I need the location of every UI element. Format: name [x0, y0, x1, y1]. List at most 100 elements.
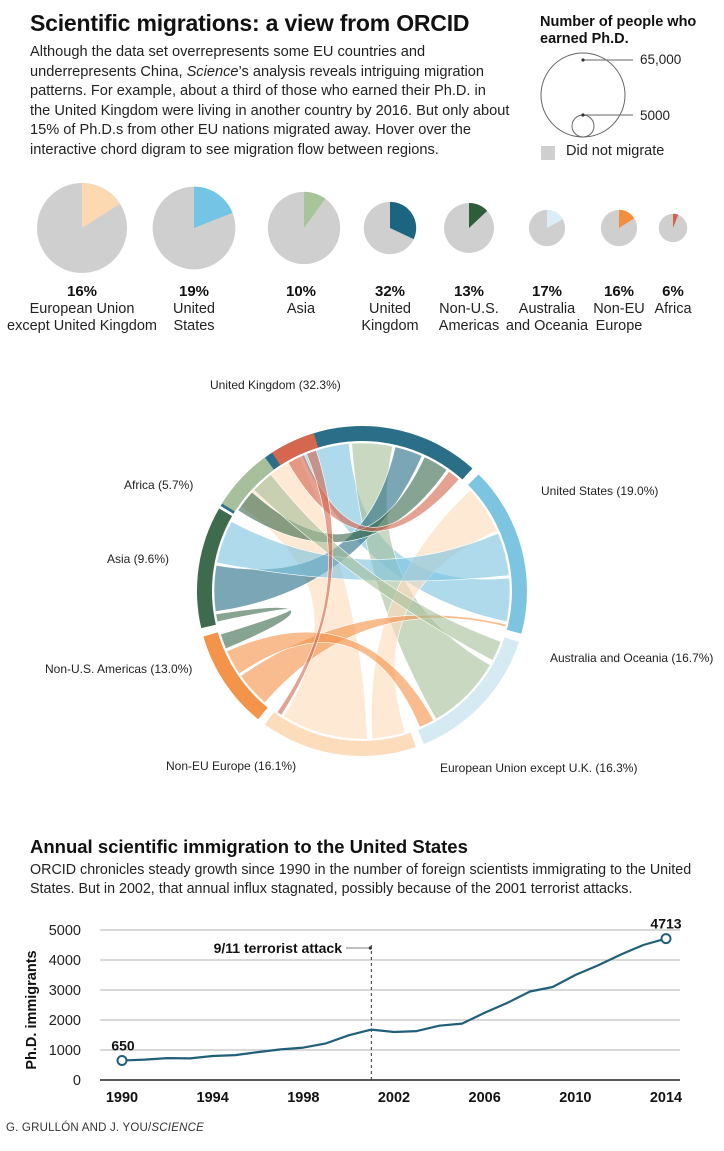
pie-label-line1: Africa	[654, 300, 692, 317]
data-label: 4713	[650, 916, 681, 932]
chord-ribbon[interactable]	[287, 454, 460, 532]
legend-circle-large	[540, 52, 626, 138]
legend-circles	[540, 52, 633, 138]
x-tick-label: 2014	[650, 1090, 682, 1106]
chord-ribbon[interactable]	[216, 521, 510, 582]
chord-ribbon[interactable]	[226, 631, 435, 728]
pie-row	[37, 183, 688, 273]
chord-label-us: United States (19.0%)	[541, 484, 659, 498]
pie-label-line1: Australia	[518, 300, 576, 317]
section-description: ORCID chronicles steady growth since 199…	[30, 862, 692, 897]
legend-label-large: 65,000	[640, 52, 682, 67]
pie-label-us: 19% United States	[173, 283, 215, 336]
y-tick-label: 0	[73, 1073, 81, 1089]
chord-ribbons	[213, 442, 511, 740]
pie-pct: 17%	[531, 283, 563, 300]
chord-label-non-eu-europe: Non-EU Europe (16.1%)	[166, 759, 297, 773]
legend-title: Number of people who earned Ph.D.	[540, 14, 697, 47]
chord-ribbon[interactable]	[215, 607, 292, 650]
chord-label-africa: Africa (5.7%)	[124, 478, 194, 492]
pie-label-eu: 16% European Union except United Kingdom	[7, 283, 157, 336]
legend-dot-small	[581, 113, 585, 117]
pie-label-line2: and Oceania	[505, 318, 589, 334]
y-tick-label: 3000	[49, 983, 81, 999]
series-line	[121, 937, 667, 1062]
legend-label-small: 5000	[640, 108, 671, 123]
legend-swatch-no-migrate	[541, 146, 555, 160]
pie-label-line1: Non-EU	[593, 300, 645, 317]
pie-label-line1: United	[173, 300, 215, 317]
intro-part2: ’s analysis reveals intriguing migration…	[30, 63, 510, 158]
annotation-label: 9/11 terrorist attack	[214, 940, 343, 956]
intro-text: Although the data set overrepresents som…	[30, 43, 510, 161]
x-tick-label: 1990	[106, 1090, 138, 1106]
chord-arc[interactable]	[468, 474, 527, 634]
pie-label-line2: Americas	[438, 318, 500, 334]
legend-circle-small	[571, 114, 595, 138]
chord-ribbon[interactable]	[371, 489, 498, 739]
x-tick-label: 1994	[197, 1090, 229, 1106]
pie-pct: 10%	[285, 283, 317, 300]
chord-label-australia: Australia and Oceania (16.7%)	[550, 651, 714, 665]
data-point	[660, 933, 672, 945]
x-tick-label: 2006	[469, 1090, 501, 1106]
chord-arc[interactable]	[222, 457, 274, 512]
chord-label-asia: Asia (9.6%)	[107, 552, 170, 566]
pie-slice-migrated	[82, 183, 120, 228]
legend-no-migrate-label: Did not migrate	[566, 143, 665, 159]
pie-pct: 19%	[178, 283, 210, 300]
y-axis-label: Ph.D. immigrants	[24, 950, 40, 1069]
pie-label-line1: Non-U.S.	[439, 300, 499, 317]
intro-italic: Science	[186, 63, 239, 80]
x-tick-label: 1998	[287, 1090, 319, 1106]
chord-ribbon[interactable]	[276, 449, 334, 716]
pie-label-line2: Europe	[595, 318, 643, 334]
credit-publication: SCIENCE	[151, 1122, 204, 1134]
chord-arc[interactable]	[418, 637, 519, 744]
chord-arc[interactable]	[197, 508, 233, 629]
data-point	[116, 1055, 128, 1066]
line-chart: 0 1000 2000 3000 4000 5000 1990 1994 1998 2002 200…	[24, 916, 682, 1106]
legend-dot-large	[581, 58, 585, 62]
pie-slice-migrated	[194, 186, 233, 228]
data-label: 650	[111, 1038, 135, 1054]
pie-pct: 16%	[66, 283, 98, 300]
y-tick-label: 4000	[49, 953, 81, 969]
pie-label-line1: European Union	[29, 300, 135, 317]
chord-ribbon[interactable]	[240, 614, 507, 704]
chord-diagram[interactable]	[0, 370, 724, 790]
pie-label-line2: Kingdom	[361, 318, 419, 334]
annotation-dot	[368, 946, 372, 950]
chord-arc[interactable]	[265, 712, 416, 756]
pie-slice-migrated	[304, 191, 326, 228]
pie-label-australia: 17% Australia and Oceania	[506, 283, 588, 336]
pie-slice-migrated	[469, 203, 488, 228]
page-title: Scientific migrations: a view from ORCID	[30, 10, 470, 36]
intro-part1: Although the data set overrepresents som…	[30, 44, 426, 80]
pie-label-uk: 32% United Kingdom	[361, 283, 418, 336]
pie-label-non-us-americas: 13% Non-U.S. Americas	[439, 283, 499, 336]
pie-label-line2: except United Kingdom	[7, 318, 157, 334]
pie-pct: 16%	[603, 283, 635, 300]
y-tick-label: 5000	[49, 923, 81, 939]
x-tick-label: 2010	[559, 1090, 591, 1106]
credit: G. GRULLÓN AND J. YOU/SCIENCE	[6, 1122, 204, 1134]
section-title: Annual scientific immigration to the Uni…	[30, 836, 468, 857]
pie-label-line1: United	[369, 300, 411, 317]
chord-ribbon[interactable]	[253, 473, 502, 661]
pie-label-africa: 6% Africa	[654, 283, 691, 318]
credit-authors: G. GRULLÓN AND J. YOU/	[6, 1122, 152, 1134]
chord-arc[interactable]	[272, 433, 319, 466]
pie-slice-migrated	[673, 213, 679, 228]
chord-label-eu: European Union except U.K. (16.3%)	[440, 761, 638, 775]
chord-arc[interactable]	[203, 632, 268, 720]
pie-slice-migrated	[619, 209, 635, 228]
pie-slice-migrated	[547, 209, 563, 228]
pie-pct: 6%	[662, 283, 684, 300]
pie-slice-migrated	[390, 201, 417, 240]
y-tick-label: 2000	[49, 1013, 81, 1029]
x-tick-label: 2002	[378, 1090, 410, 1106]
pie-label-line2: States	[173, 318, 215, 334]
pie-label-non-eu-europe: 16% Non-EU Europe	[593, 283, 645, 336]
pie-pct: 13%	[453, 283, 485, 300]
